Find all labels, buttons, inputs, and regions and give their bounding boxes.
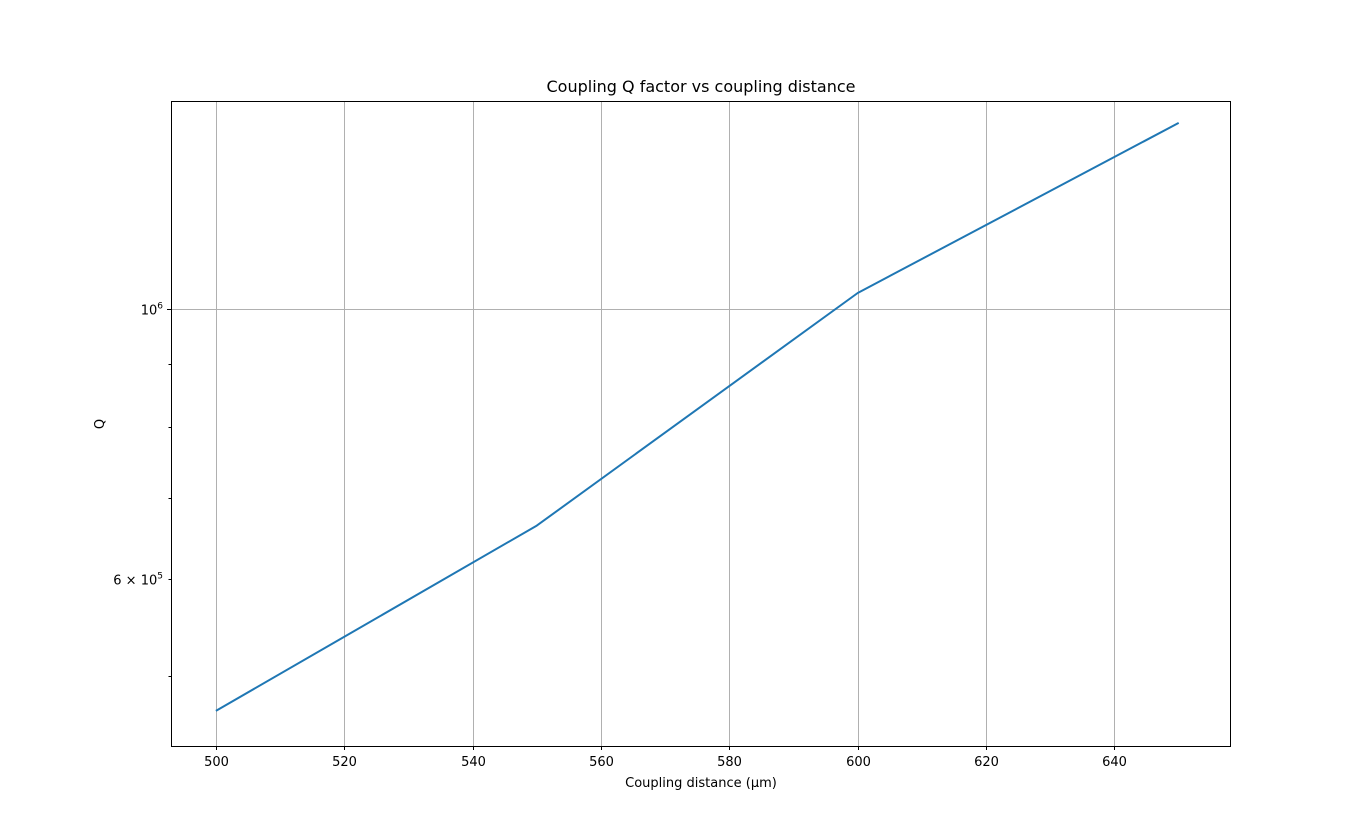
x-tick-label: 560	[589, 755, 614, 770]
x-tick-label: 620	[974, 755, 999, 770]
chart-title: Coupling Q factor vs coupling distance	[546, 77, 855, 96]
series-layer	[215, 122, 1180, 712]
x-tick-label: 520	[332, 755, 357, 770]
x-tick-label: 640	[1102, 755, 1127, 770]
x-tick-label: 540	[461, 755, 486, 770]
x-tick-label: 500	[204, 755, 229, 770]
x-tick-label: 600	[846, 755, 871, 770]
y-tick-label: 106	[141, 302, 164, 319]
y-axis-label: Q	[93, 419, 108, 429]
grid-layer	[171, 101, 1230, 746]
plot-area-frame	[171, 101, 1231, 747]
y-tick-label: 6 × 105	[113, 572, 163, 589]
x-tick-label: 580	[717, 755, 742, 770]
x-axis-label: Coupling distance (µm)	[625, 776, 777, 791]
tick-layer: 500 520 540 560 580 600 620 640 106 6 × 105	[113, 302, 1127, 771]
series-line	[215, 122, 1180, 712]
